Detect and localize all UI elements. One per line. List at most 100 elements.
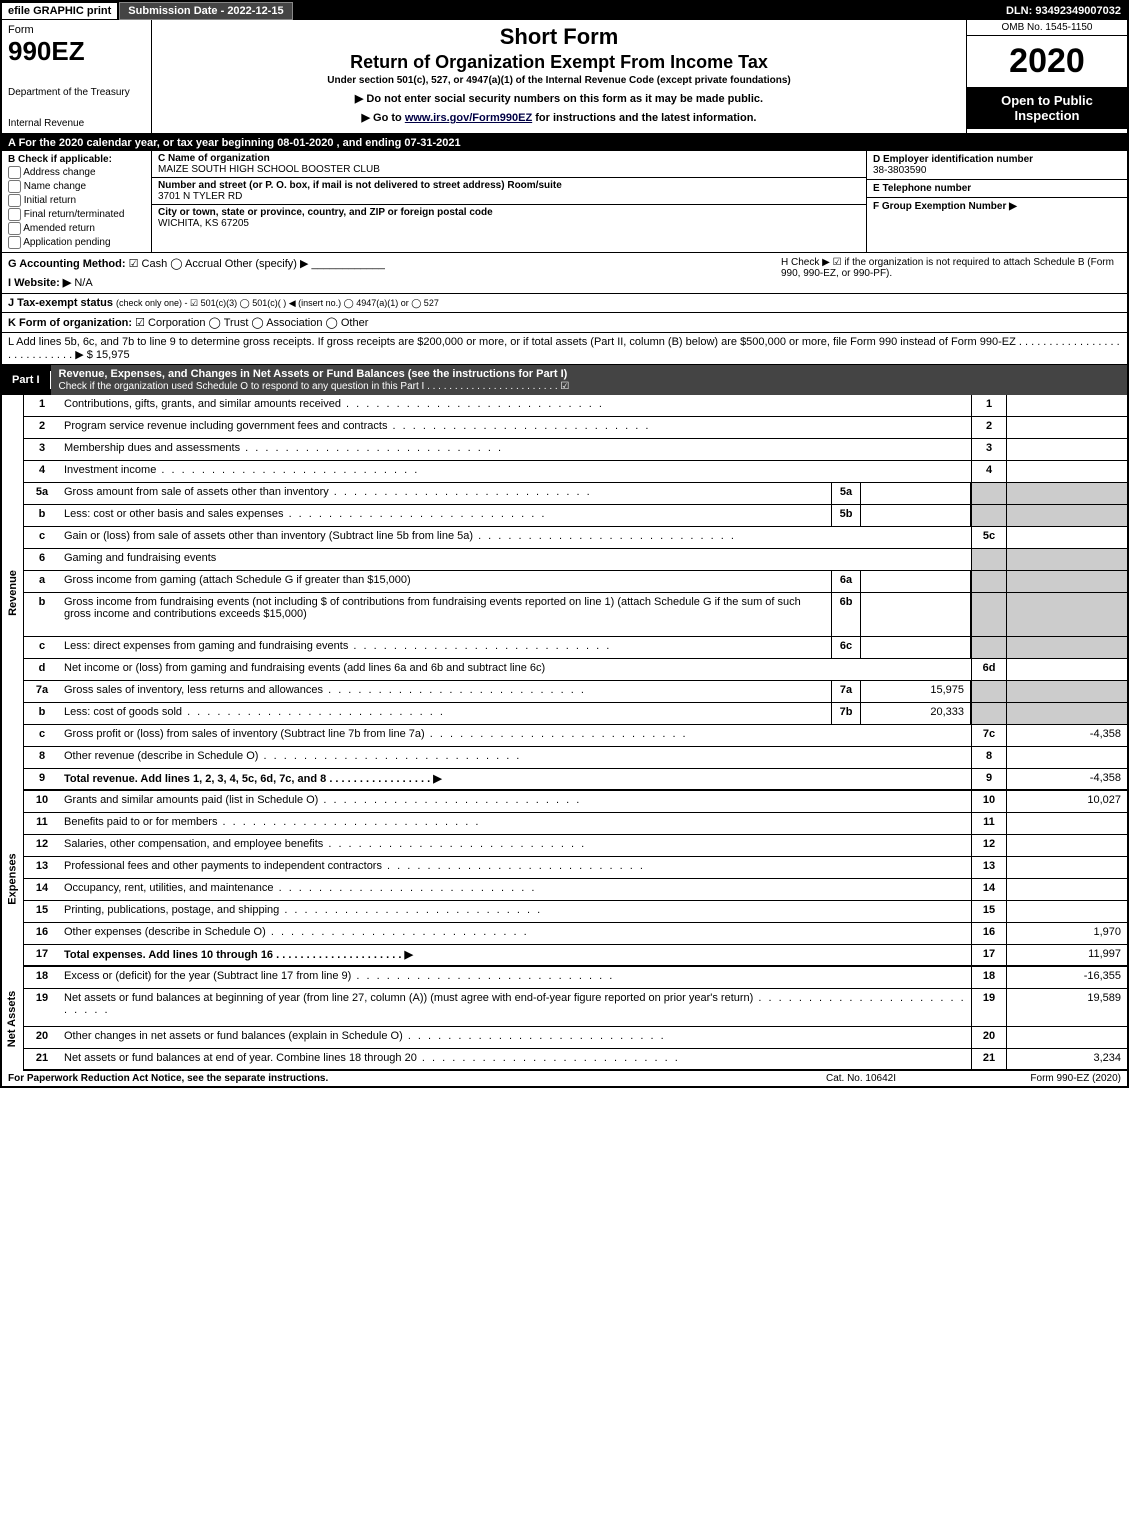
line-21: 21Net assets or fund balances at end of …: [24, 1049, 1127, 1071]
line-rlbl-shade: [971, 593, 1007, 636]
chk-application-pending[interactable]: Application pending: [8, 236, 145, 249]
line-num: b: [24, 593, 60, 636]
chk-label: Initial return: [24, 195, 76, 206]
form-header: Form 990EZ Department of the Treasury In…: [2, 20, 1127, 135]
line-8: 8Other revenue (describe in Schedule O)8: [24, 747, 1127, 769]
chk-final-return[interactable]: Final return/terminated: [8, 208, 145, 221]
line-rval: [1007, 461, 1127, 482]
line-5b: bLess: cost or other basis and sales exp…: [24, 505, 1127, 527]
line-rval: -16,355: [1007, 967, 1127, 988]
c-city-value: WICHITA, KS 67205: [158, 218, 860, 229]
line-num: 9: [24, 769, 60, 789]
side-netassets-label: Net Assets: [7, 991, 19, 1047]
line-desc: Total revenue. Add lines 1, 2, 3, 4, 5c,…: [60, 769, 971, 789]
header-left: Form 990EZ Department of the Treasury In…: [2, 20, 152, 133]
line-num: 1: [24, 395, 60, 416]
line-num: 15: [24, 901, 60, 922]
line-desc: Net assets or fund balances at end of ye…: [60, 1049, 971, 1069]
f-group-exemption: F Group Exemption Number ▶: [867, 198, 1127, 215]
g-cash[interactable]: ☑ Cash: [129, 258, 168, 270]
line-midlbl: 6c: [831, 637, 861, 658]
line-rval: [1007, 527, 1127, 548]
c-name-caption: C Name of organization: [158, 153, 860, 164]
line-desc: Printing, publications, postage, and shi…: [60, 901, 971, 922]
line-11: 11Benefits paid to or for members11: [24, 813, 1127, 835]
line-desc: Gross income from gaming (attach Schedul…: [60, 571, 831, 592]
line-desc: Investment income: [60, 461, 971, 482]
line-desc: Gain or (loss) from sale of assets other…: [60, 527, 971, 548]
revenue-lines: 1Contributions, gifts, grants, and simil…: [24, 395, 1127, 791]
c-addr-value: 3701 N TYLER RD: [158, 191, 860, 202]
line-desc: Other revenue (describe in Schedule O): [60, 747, 971, 768]
line-num: 14: [24, 879, 60, 900]
line-num: 8: [24, 747, 60, 768]
line-rval-shade: [1007, 681, 1127, 702]
chk-amended-return[interactable]: Amended return: [8, 222, 145, 235]
line-18: 18Excess or (deficit) for the year (Subt…: [24, 967, 1127, 989]
part-1-num: Part I: [2, 371, 51, 389]
netassets-section: Net Assets 18Excess or (deficit) for the…: [2, 967, 1127, 1071]
line-desc: Other changes in net assets or fund bala…: [60, 1027, 971, 1048]
line-rval: [1007, 417, 1127, 438]
line-rlbl: 18: [971, 967, 1007, 988]
line-5c: cGain or (loss) from sale of assets othe…: [24, 527, 1127, 549]
line-2: 2Program service revenue including gover…: [24, 417, 1127, 439]
line-midval: [861, 505, 971, 526]
expenses-section: Expenses 10Grants and similar amounts pa…: [2, 791, 1127, 967]
g-cash-label: Cash: [142, 258, 168, 270]
line-rval: [1007, 395, 1127, 416]
line-desc: Net assets or fund balances at beginning…: [60, 989, 971, 1026]
line-rlbl: 20: [971, 1027, 1007, 1048]
e-caption: E Telephone number: [873, 183, 1121, 194]
line-17-text: Total expenses. Add lines 10 through 16 …: [64, 949, 413, 961]
line-midlbl: 6a: [831, 571, 861, 592]
line-desc: Gross sales of inventory, less returns a…: [60, 681, 831, 702]
irs-link[interactable]: www.irs.gov/Form990EZ: [405, 112, 532, 124]
g-accrual[interactable]: ◯ Accrual: [170, 258, 221, 270]
line-rval: 19,589: [1007, 989, 1127, 1026]
line-6d: dNet income or (loss) from gaming and fu…: [24, 659, 1127, 681]
line-desc: Occupancy, rent, utilities, and maintena…: [60, 879, 971, 900]
line-num: 11: [24, 813, 60, 834]
line-rlbl-shade: [971, 703, 1007, 724]
e-phone-block: E Telephone number: [867, 180, 1127, 198]
line-rlbl-shade: [971, 681, 1007, 702]
short-form-title: Short Form: [160, 24, 958, 50]
page-footer: For Paperwork Reduction Act Notice, see …: [2, 1071, 1127, 1086]
line-rlbl: 16: [971, 923, 1007, 944]
line-rval: [1007, 439, 1127, 460]
c-city-block: City or town, state or province, country…: [152, 205, 866, 231]
line-desc: Net income or (loss) from gaming and fun…: [60, 659, 971, 680]
line-desc: Less: cost or other basis and sales expe…: [60, 505, 831, 526]
chk-initial-return[interactable]: Initial return: [8, 194, 145, 207]
expenses-lines: 10Grants and similar amounts paid (list …: [24, 791, 1127, 967]
line-rval: [1007, 1027, 1127, 1048]
j-label: J Tax-exempt status: [8, 297, 113, 309]
chk-name-change[interactable]: Name change: [8, 180, 145, 193]
line-midval: [861, 593, 971, 636]
line-desc: Program service revenue including govern…: [60, 417, 971, 438]
line-rlbl-shade: [971, 505, 1007, 526]
goto-note: ▶ Go to www.irs.gov/Form990EZ for instru…: [160, 111, 958, 124]
c-addr-block: Number and street (or P. O. box, if mail…: [152, 178, 866, 205]
under-section: Under section 501(c), 527, or 4947(a)(1)…: [160, 75, 958, 86]
chk-address-change[interactable]: Address change: [8, 166, 145, 179]
efile-print-label[interactable]: efile GRAPHIC print: [2, 3, 119, 19]
line-9-text: Total revenue. Add lines 1, 2, 3, 4, 5c,…: [64, 773, 442, 785]
line-9: 9 Total revenue. Add lines 1, 2, 3, 4, 5c…: [24, 769, 1127, 791]
line-desc: Excess or (deficit) for the year (Subtra…: [60, 967, 971, 988]
line-12: 12Salaries, other compensation, and empl…: [24, 835, 1127, 857]
line-rlbl: 13: [971, 857, 1007, 878]
chk-label: Address change: [23, 167, 95, 178]
line-rval-shade: [1007, 505, 1127, 526]
line-desc: Other expenses (describe in Schedule O): [60, 923, 971, 944]
line-num: 16: [24, 923, 60, 944]
line-rlbl: 9: [971, 769, 1007, 789]
ssn-warning: ▶ Do not enter social security numbers o…: [160, 92, 958, 105]
tax-year: 2020: [967, 36, 1127, 87]
line-rlbl: 4: [971, 461, 1007, 482]
line-rlbl: 6d: [971, 659, 1007, 680]
col-b-checkboxes: B Check if applicable: Address change Na…: [2, 151, 152, 252]
line-rval-shade: [1007, 483, 1127, 504]
line-desc: Less: cost of goods sold: [60, 703, 831, 724]
